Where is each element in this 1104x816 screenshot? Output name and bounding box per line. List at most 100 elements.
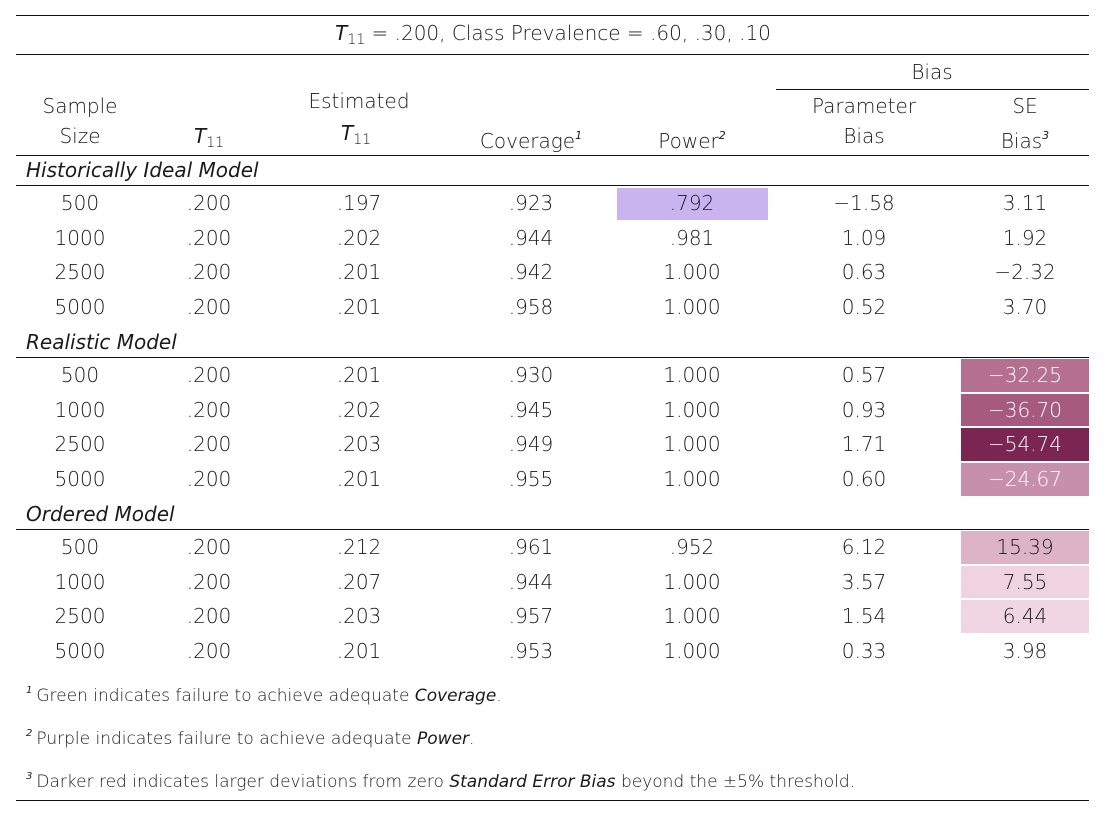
coverage-cell: .958 [508, 295, 554, 320]
bias-group-header: Bias [911, 60, 953, 84]
parameter-bias-cell: 0.93 [841, 397, 887, 422]
coverage-cell: .955 [508, 467, 554, 492]
header-sample-l1: Sample [42, 94, 118, 118]
estimated-t11-cell: .203 [336, 432, 382, 457]
estimated-t11-cell: .207 [336, 569, 382, 594]
footnote-1: 1 Green indicates failure to achieve adeq… [26, 680, 502, 707]
group-rule [16, 185, 1089, 186]
se-bias-cell: 3.11 [1002, 191, 1048, 215]
parameter-bias-cell: 6.12 [841, 535, 887, 559]
power-cell: 1.000 [663, 363, 721, 387]
power-cell: 1.000 [663, 432, 721, 457]
estimated-t11-cell: .201 [336, 639, 382, 664]
title-t-sub: 11 [347, 32, 366, 48]
power-highlight [617, 188, 768, 220]
power-cell: 1.000 [663, 604, 721, 629]
se-bias-highlight [961, 600, 1089, 634]
sample-size-cell: 500 [60, 191, 100, 215]
estimated-t11-cell: .202 [336, 397, 382, 422]
power-cell: 1.000 [663, 260, 721, 285]
t11-cell: .200 [186, 604, 232, 629]
title-rule [16, 54, 1089, 55]
header-t11: T11 [194, 124, 224, 155]
coverage-cell: .953 [508, 639, 554, 664]
header-t11-label: T [193, 124, 207, 148]
footnote-2: 2 Purple indicates failure to achieve ade… [26, 723, 474, 750]
header-param-l2: Bias [843, 124, 885, 148]
footnote-text: Darker red indicates larger deviations f… [36, 772, 450, 792]
coverage-cell: .942 [508, 260, 554, 285]
sample-size-cell: 500 [60, 535, 100, 559]
power-cell: 1.000 [663, 467, 721, 492]
parameter-bias-cell: 1.54 [841, 604, 887, 629]
footnote-emphasis: Power [417, 729, 470, 749]
coverage-cell: .961 [508, 535, 554, 559]
sample-size-cell: 2500 [54, 260, 106, 285]
group-label: Realistic Model [26, 330, 177, 354]
header-se-l1: SE [1012, 94, 1038, 118]
bottom-rule [16, 800, 1089, 801]
parameter-bias-cell: 0.57 [841, 363, 887, 387]
estimated-t11-cell: .201 [336, 295, 382, 320]
footnote-marker: 2 [26, 728, 33, 739]
title-rest: = .200, Class Prevalence = .60, .30, .10 [365, 21, 771, 45]
se-bias-cell: −32.25 [987, 363, 1063, 387]
footnote-3: 3 Darker red indicates larger deviations … [26, 766, 855, 793]
header-coverage-label: Coverage [479, 129, 576, 153]
header-power-sup: 2 [718, 129, 726, 142]
sample-size-cell: 500 [60, 363, 100, 387]
se-bias-highlight [961, 428, 1089, 462]
table-title: T11 = .200, Class Prevalence = .60, .30,… [335, 21, 771, 52]
sample-size-cell: 2500 [54, 604, 106, 629]
header-est-l1: Estimated [308, 89, 410, 113]
header-rule [16, 155, 1089, 156]
power-cell: .792 [669, 191, 715, 215]
se-bias-cell: −2.32 [994, 260, 1056, 285]
se-bias-highlight [961, 531, 1089, 564]
group-label: Ordered Model [26, 502, 175, 526]
sample-size-cell: 5000 [54, 639, 106, 664]
power-cell: .952 [669, 535, 715, 559]
header-se-l2: Bias3 [1001, 124, 1049, 153]
se-bias-cell: 6.44 [1002, 604, 1048, 629]
coverage-cell: .949 [508, 432, 554, 457]
power-cell: 1.000 [663, 397, 721, 422]
se-bias-cell: 7.55 [1002, 569, 1048, 594]
footnote-marker: 3 [26, 771, 33, 782]
header-est-sub: 11 [353, 132, 372, 148]
se-bias-highlight [961, 359, 1089, 392]
parameter-bias-cell: 1.71 [841, 432, 887, 457]
se-bias-highlight [961, 565, 1089, 599]
estimated-t11-cell: .201 [336, 260, 382, 285]
footnote-tail: . [496, 686, 502, 706]
parameter-bias-cell: 3.57 [841, 569, 887, 594]
group-label: Historically Ideal Model [26, 158, 259, 182]
se-bias-cell: −24.67 [987, 467, 1063, 492]
header-param-l1: Parameter [811, 94, 917, 118]
se-bias-highlight [961, 463, 1089, 496]
se-bias-cell: 1.92 [1002, 225, 1048, 250]
sample-size-cell: 1000 [54, 397, 106, 422]
coverage-cell: .945 [508, 397, 554, 422]
top-rule [16, 15, 1089, 16]
coverage-cell: .957 [508, 604, 554, 629]
t11-cell: .200 [186, 639, 232, 664]
t11-cell: .200 [186, 225, 232, 250]
parameter-bias-cell: 0.52 [841, 295, 887, 320]
header-power-label: Power [658, 129, 719, 153]
t11-cell: .200 [186, 569, 232, 594]
bias-group-rule [776, 89, 1089, 90]
se-bias-cell: −54.74 [987, 432, 1063, 457]
header-t11-sub: 11 [206, 135, 225, 151]
header-se-sup: 3 [1042, 129, 1050, 142]
header-est-t: T [340, 121, 354, 145]
estimated-t11-cell: .197 [336, 191, 382, 215]
estimated-t11-cell: .201 [336, 363, 382, 387]
se-bias-cell: 3.98 [1002, 639, 1048, 664]
parameter-bias-cell: 1.09 [841, 225, 887, 250]
footnote-emphasis: Standard Error Bias [449, 772, 616, 792]
sample-size-cell: 5000 [54, 295, 106, 320]
estimated-t11-cell: .201 [336, 467, 382, 492]
power-cell: 1.000 [663, 295, 721, 320]
